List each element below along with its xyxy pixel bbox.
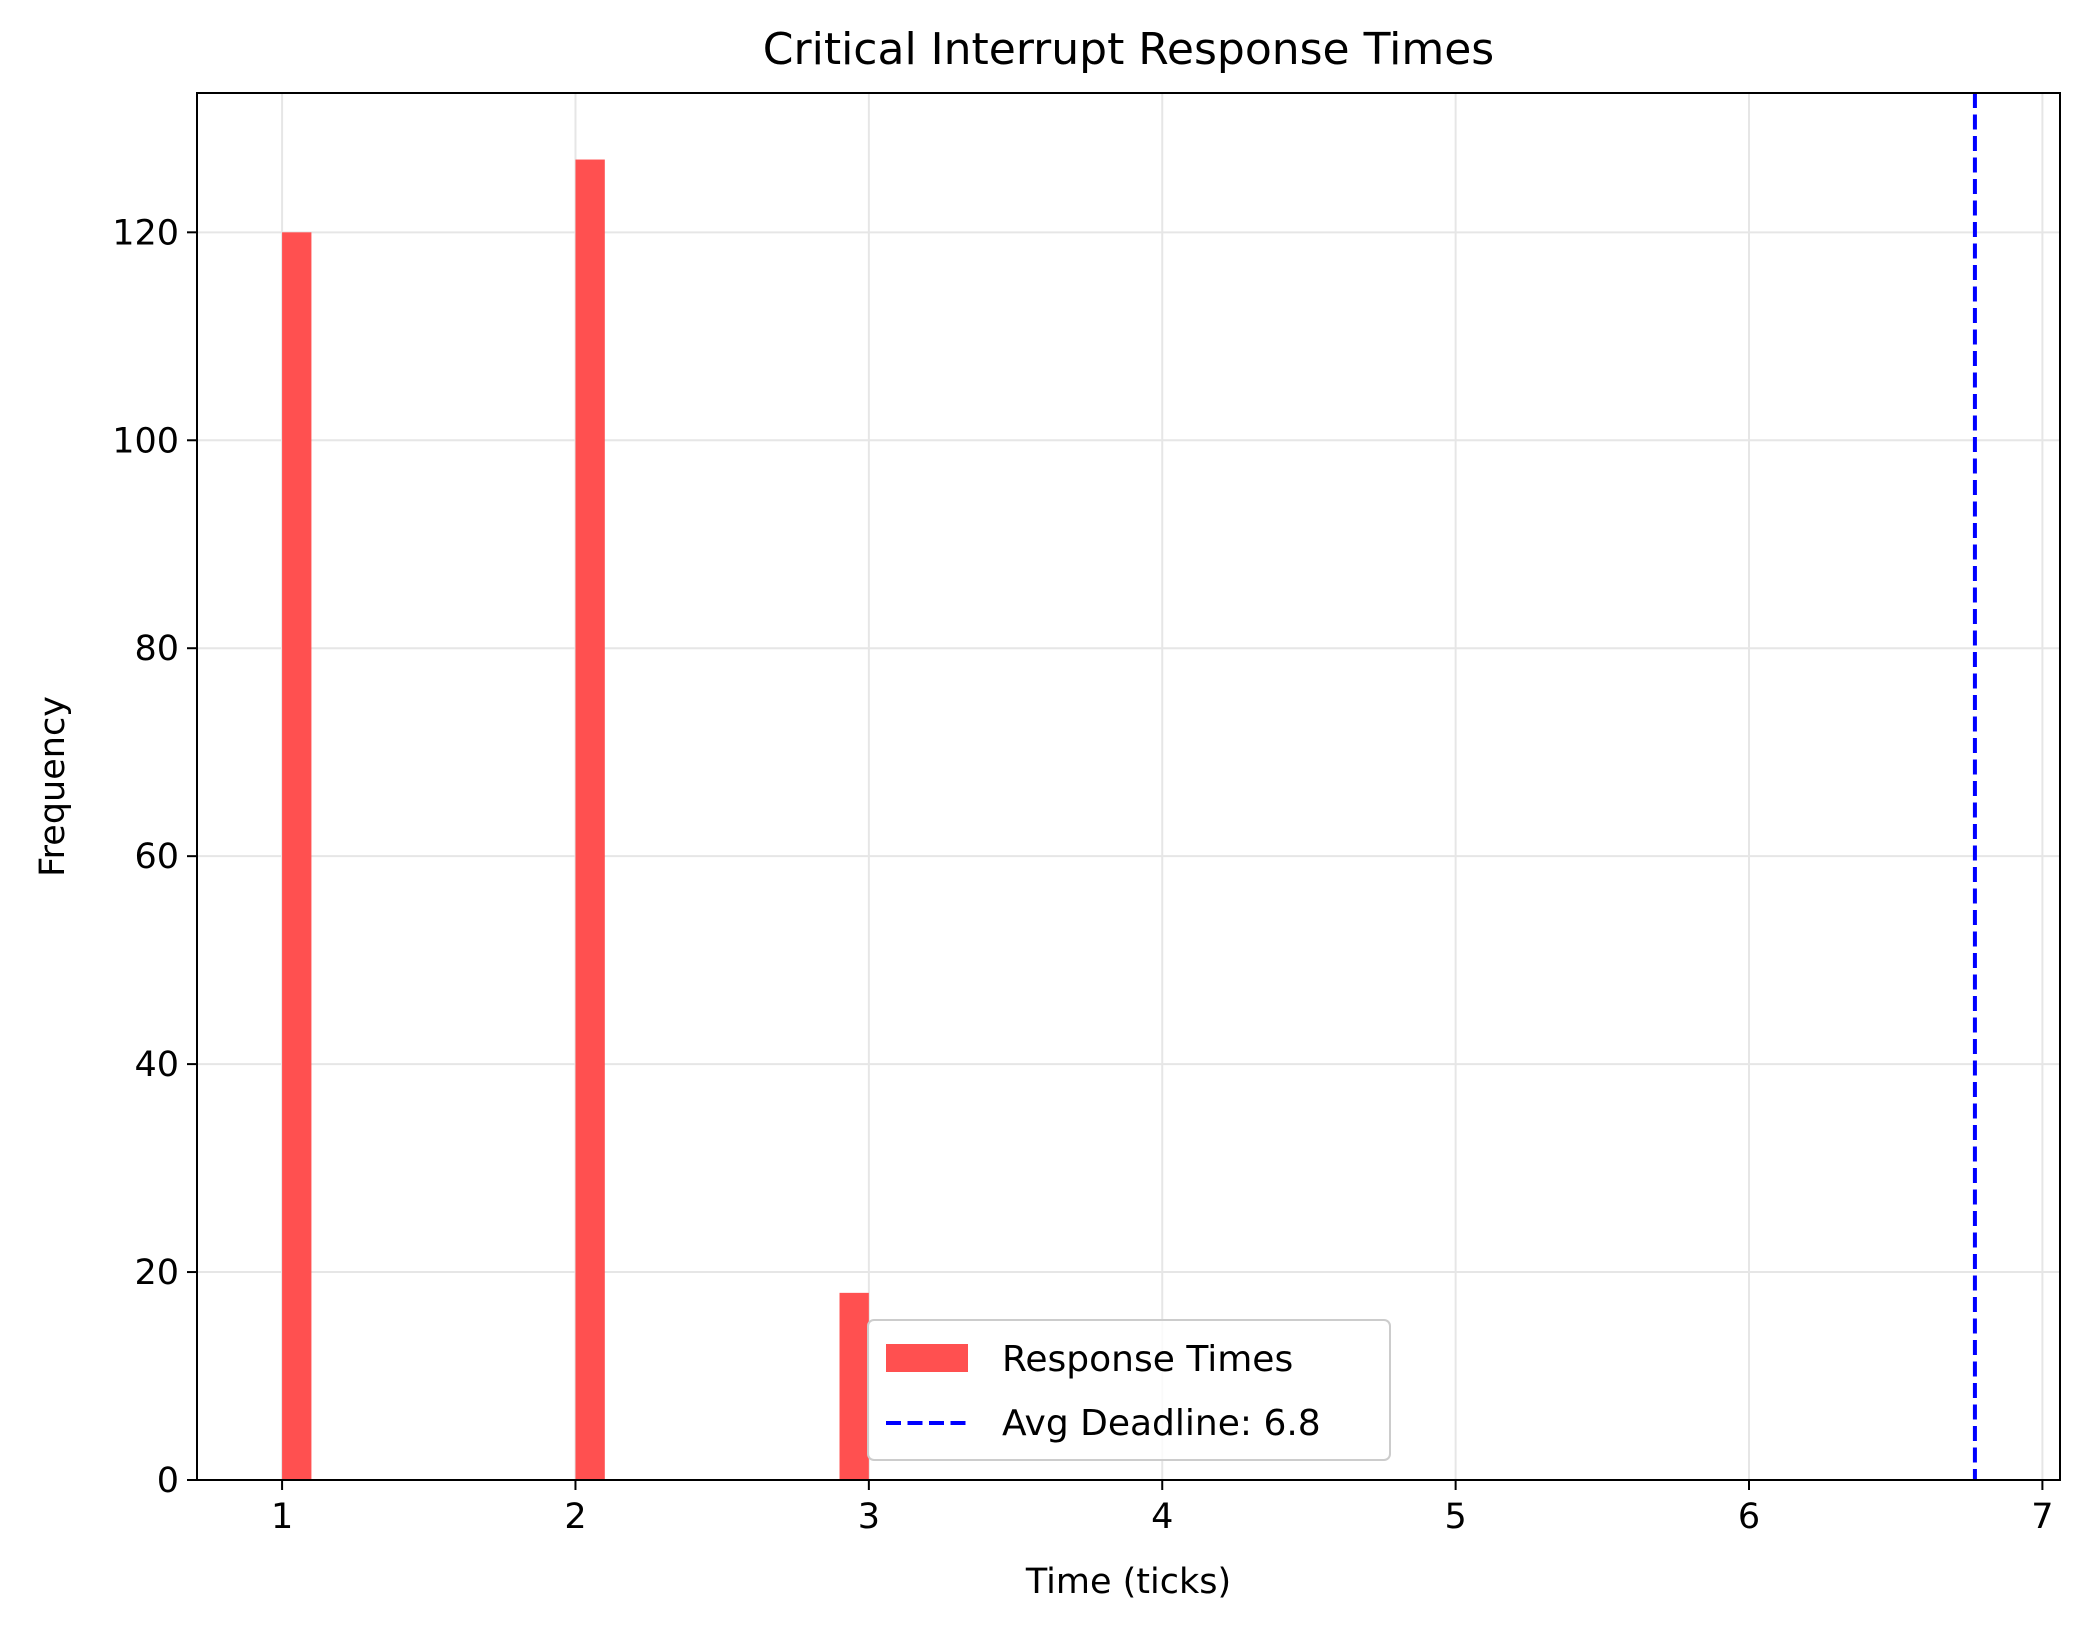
x-tick-label-5: 5	[1444, 1497, 1466, 1537]
legend-label-avg-deadline: Avg Deadline: 6.8	[1002, 1403, 1321, 1444]
x-tick-label-2: 2	[564, 1497, 586, 1537]
y-tick-label-120: 120	[112, 213, 179, 253]
x-axis-label: Time (ticks)	[1025, 1562, 1231, 1602]
x-tick-label-7: 7	[2031, 1497, 2053, 1537]
axis-ticks: 1 2 3 4 5 6 7 0 20 40 60 80 100 120	[112, 213, 2053, 1537]
y-tick-label-60: 60	[134, 837, 179, 877]
plot-area-frame	[196, 92, 2061, 1481]
y-tick-label-0: 0	[157, 1461, 179, 1501]
y-axis-label: Frequency	[33, 696, 73, 877]
bar-3	[839, 1292, 869, 1480]
x-tick-label-6: 6	[1738, 1497, 1760, 1537]
x-tick-label-4: 4	[1151, 1497, 1173, 1537]
y-tick-label-40: 40	[134, 1045, 179, 1085]
y-tick-label-100: 100	[112, 421, 179, 461]
y-tick-label-20: 20	[134, 1253, 179, 1293]
bar-2	[575, 159, 605, 1480]
legend: Response Times Avg Deadline: 6.8	[867, 1319, 1391, 1461]
chart-title: Critical Interrupt Response Times	[763, 24, 1494, 75]
x-tick-label-3: 3	[858, 1497, 880, 1537]
y-tick-label-80: 80	[134, 629, 179, 669]
bar-1	[282, 232, 312, 1480]
legend-label-response-times: Response Times	[1002, 1339, 1293, 1380]
bars	[282, 159, 869, 1480]
x-tick-label-1: 1	[271, 1497, 293, 1537]
legend-swatch-response-times	[886, 1344, 968, 1372]
legend-box	[867, 1319, 1391, 1461]
